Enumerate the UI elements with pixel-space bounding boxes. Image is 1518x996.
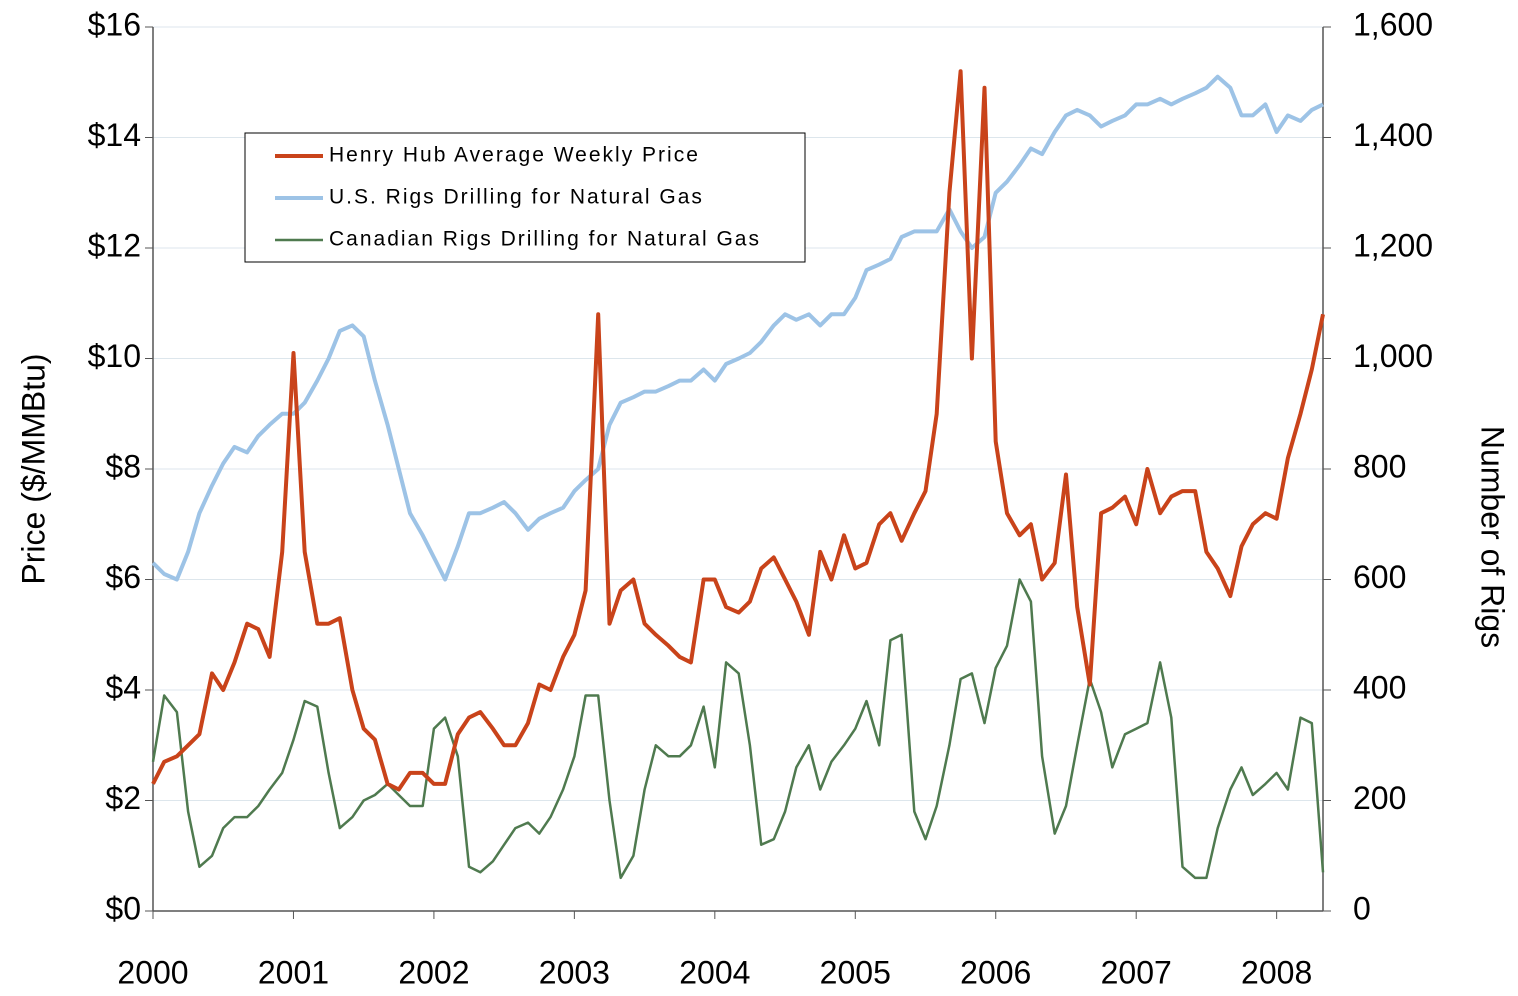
y-axis-label: Price ($/MMBtu) (15, 353, 51, 584)
legend-label: U.S. Rigs Drilling for Natural Gas (329, 186, 704, 209)
y2-tick-label: 1,200 (1353, 227, 1433, 263)
x-tick-label: 2005 (820, 954, 891, 990)
y-tick-label: $14 (88, 117, 141, 153)
y2-tick-label: 200 (1353, 780, 1406, 816)
y2-tick-label: 600 (1353, 559, 1406, 595)
y-tick-label: $16 (88, 6, 141, 42)
y2-tick-label: 1,600 (1353, 6, 1433, 42)
y-tick-label: $10 (88, 338, 141, 374)
x-tick-label: 2001 (258, 954, 329, 990)
series-line (151, 578, 1325, 880)
x-tick-label: 2007 (1101, 954, 1172, 990)
y2-tick-label: 800 (1353, 448, 1406, 484)
y-tick-label: $6 (105, 559, 141, 595)
y2-tick-label: 400 (1353, 669, 1406, 705)
x-tick-label: 2004 (679, 954, 750, 990)
y-tick-label: $12 (88, 227, 141, 263)
x-tick-label: 2000 (117, 954, 188, 990)
x-tick-label: 2008 (1241, 954, 1312, 990)
y2-tick-label: 0 (1353, 890, 1371, 926)
legend-label: Canadian Rigs Drilling for Natural Gas (329, 228, 761, 251)
legend-label: Henry Hub Average Weekly Price (329, 144, 700, 167)
y2-tick-label: 1,000 (1353, 338, 1433, 374)
y-tick-label: $4 (105, 669, 141, 705)
series-line (151, 74, 1324, 582)
y-tick-label: $2 (105, 780, 141, 816)
x-tick-label: 2002 (398, 954, 469, 990)
y2-axis-label: Number of Rigs (1475, 426, 1511, 648)
y2-tick-label: 1,400 (1353, 117, 1433, 153)
series-line (151, 69, 1325, 792)
x-tick-label: 2006 (960, 954, 1031, 990)
legend-box (244, 132, 806, 263)
x-tick-label: 2003 (539, 954, 610, 990)
legend: Henry Hub Average Weekly Price U.S. Rigs … (244, 132, 806, 263)
y-tick-label: $0 (105, 890, 141, 926)
y-tick-label: $8 (105, 448, 141, 484)
